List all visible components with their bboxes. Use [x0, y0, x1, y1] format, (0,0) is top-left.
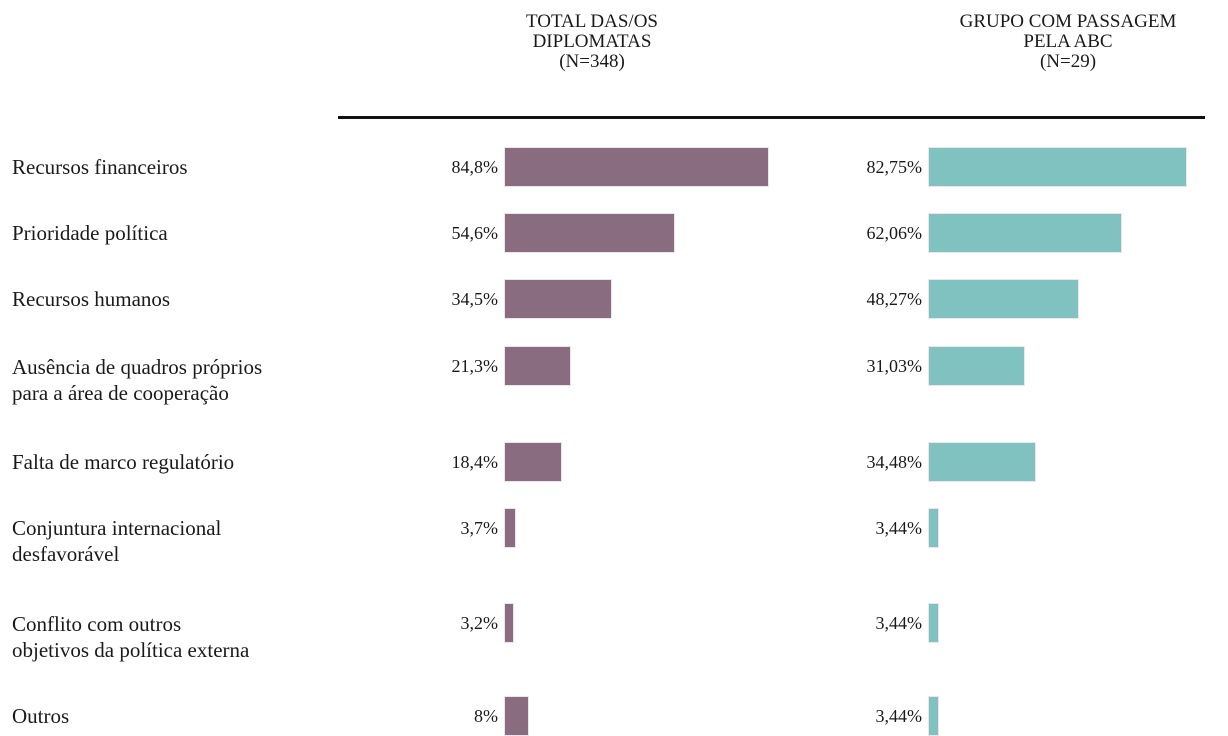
- value-label: 82,75%: [866, 157, 923, 177]
- series-header: TOTAL DAS/OS DIPLOMATAS (N=348): [525, 11, 659, 72]
- bar: [928, 696, 939, 736]
- category-label: Ausência de quadros próprios para a área…: [12, 355, 263, 405]
- bar: [928, 603, 939, 643]
- series-header: GRUPO COM PASSAGEM PELA ABC (N=29): [959, 11, 1177, 72]
- value-label: 54,6%: [451, 223, 499, 243]
- bar: [504, 279, 612, 319]
- value-label: 3,2%: [460, 613, 499, 633]
- bar: [928, 213, 1122, 253]
- value-label: 34,48%: [866, 452, 923, 472]
- header-rule: [338, 116, 1205, 119]
- bar: [928, 147, 1187, 187]
- bar: [504, 603, 514, 643]
- value-label: 3,44%: [875, 706, 923, 726]
- value-label: 3,44%: [875, 613, 923, 633]
- value-label: 62,06%: [866, 223, 923, 243]
- value-label: 48,27%: [866, 289, 923, 309]
- value-label: 18,4%: [451, 452, 499, 472]
- category-label: Conjuntura internacional desfavorável: [12, 516, 222, 566]
- value-label: 8%: [474, 706, 498, 726]
- value-label: 84,8%: [451, 157, 499, 177]
- value-label: 3,44%: [875, 518, 923, 538]
- value-label: 34,5%: [451, 289, 499, 309]
- bar: [504, 442, 562, 482]
- bar: [928, 279, 1079, 319]
- category-label: Recursos financeiros: [12, 155, 188, 179]
- category-label: Outros: [12, 704, 70, 728]
- value-label: 3,7%: [460, 518, 499, 538]
- bar: [504, 147, 769, 187]
- bar: [504, 346, 571, 386]
- value-label: 21,3%: [451, 356, 499, 376]
- category-label: Recursos humanos: [12, 287, 171, 311]
- value-label: 31,03%: [866, 356, 923, 376]
- bar: [928, 442, 1036, 482]
- bar: [504, 696, 529, 736]
- bar: [928, 346, 1025, 386]
- category-label: Falta de marco regulatório: [12, 450, 235, 474]
- category-label: Conflito com outros objetivos da polític…: [12, 612, 250, 662]
- bar: [504, 213, 675, 253]
- bar: [928, 508, 939, 548]
- category-label: Prioridade política: [12, 221, 168, 245]
- bar: [504, 508, 516, 548]
